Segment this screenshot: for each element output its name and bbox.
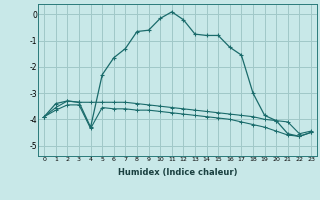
X-axis label: Humidex (Indice chaleur): Humidex (Indice chaleur) xyxy=(118,168,237,177)
